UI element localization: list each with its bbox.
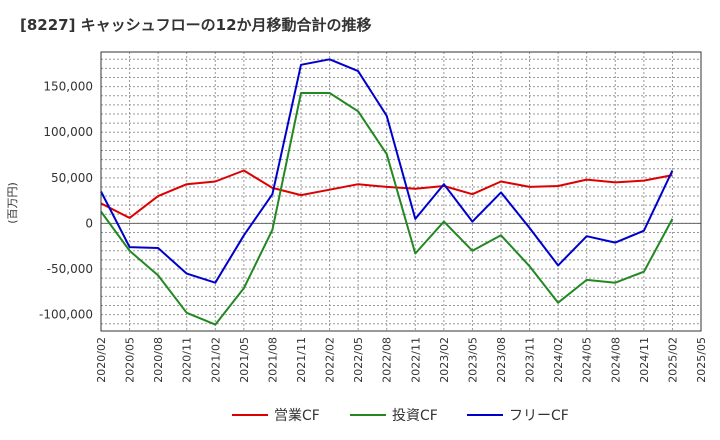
series-line [100,58,674,284]
x-tick-label: 2023/11 [524,337,537,383]
x-tick-label: 2023/02 [438,337,451,383]
x-tick-label: 2020/02 [95,337,108,383]
x-tick-label: 2021/08 [266,337,279,383]
y-axis-label: (百万円) [6,182,19,224]
series-line [100,92,674,326]
x-tick-label: 2021/02 [209,337,222,383]
x-tick-label: 2020/08 [152,337,165,383]
x-tick-label: 2022/02 [324,337,337,383]
x-tick-label: 2024/05 [581,337,594,383]
y-tick-label: 100,000 [43,125,93,139]
axis-layer: -100,000 -50,000 0 50,000 100,000 150,000 2020… [39,51,708,383]
x-tick-label: 2024/11 [638,337,651,383]
legend-label: フリーCF [509,408,569,424]
x-tick-label: 2024/08 [609,337,622,383]
legend-label: 営業CF [274,408,320,424]
x-tick-label: 2022/11 [409,337,422,383]
series-layer [100,58,674,326]
legend: 営業CF 投資CF フリーCF [232,408,569,424]
series-line [100,169,673,219]
plot-frame [100,51,702,332]
chart-title: [8227] キャッシュフローの12か月移動合計の推移 [20,16,372,34]
x-tick-label: 2023/08 [495,337,508,383]
x-tick-label: 2020/11 [181,337,194,383]
x-tick-label: 2021/05 [238,337,251,383]
x-tick-label: 2023/05 [466,337,479,383]
x-tick-label: 2020/05 [124,337,137,383]
x-tick-label: 2024/02 [552,337,565,383]
x-tick-label: 2021/11 [295,337,308,383]
y-tick-label: 0 [85,216,93,230]
y-tick-label: -50,000 [47,262,93,276]
x-tick-label: 2022/05 [352,337,365,383]
x-tick-label: 2025/02 [666,337,679,383]
y-tick-label: -100,000 [39,308,93,322]
y-tick-label: 150,000 [43,80,93,94]
grid-layer [101,52,701,331]
x-tick-label: 2022/08 [381,337,394,383]
y-tick-label: 50,000 [51,171,93,185]
legend-label: 投資CF [392,408,438,424]
x-tick-label: 2025/05 [695,337,708,383]
